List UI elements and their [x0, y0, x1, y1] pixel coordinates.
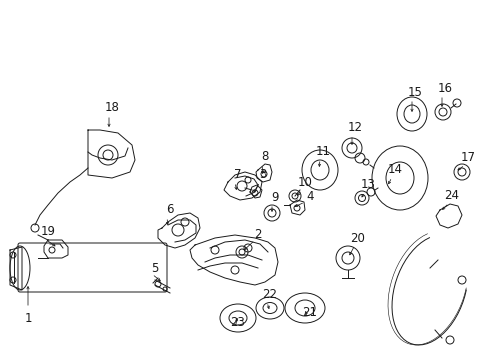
Text: 24: 24	[444, 189, 459, 202]
Text: 22: 22	[262, 288, 277, 301]
Text: 20: 20	[350, 231, 365, 244]
Text: 16: 16	[437, 81, 451, 94]
Text: 2: 2	[254, 228, 261, 240]
Text: 11: 11	[315, 145, 330, 158]
Text: 13: 13	[360, 179, 375, 192]
Text: 9: 9	[271, 192, 278, 204]
Text: 3: 3	[259, 168, 266, 181]
Text: 19: 19	[41, 225, 55, 238]
Text: 6: 6	[166, 203, 173, 216]
Text: 10: 10	[297, 176, 312, 189]
Text: 8: 8	[261, 150, 268, 163]
Text: 5: 5	[151, 261, 159, 274]
Text: 23: 23	[230, 315, 245, 328]
Text: 21: 21	[302, 306, 317, 319]
Text: 1: 1	[24, 311, 32, 324]
Text: 17: 17	[460, 152, 474, 165]
Text: 14: 14	[386, 163, 402, 176]
Text: 4: 4	[305, 190, 313, 203]
Text: 12: 12	[347, 121, 362, 135]
Text: 18: 18	[104, 102, 119, 114]
Text: 7: 7	[234, 168, 241, 181]
Text: 15: 15	[407, 85, 422, 99]
